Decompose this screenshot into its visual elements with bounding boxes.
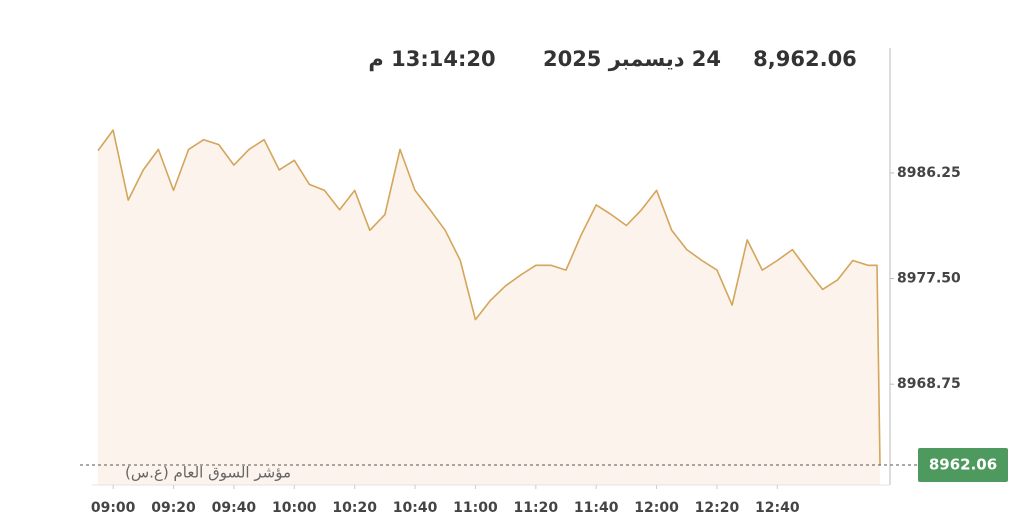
- last-value-badge: [918, 447, 1008, 482]
- x-tick-label: 12:00: [634, 500, 679, 516]
- x-tick-label: 10:00: [272, 500, 317, 516]
- x-tick-label: 12:20: [695, 500, 740, 516]
- x-tick-label: 11:20: [514, 500, 559, 516]
- last-value-label: 8962.06: [929, 455, 997, 473]
- price: 8,962.06: [753, 47, 857, 71]
- x-tick-label: 09:40: [212, 500, 257, 516]
- x-tick-label: 11:00: [453, 500, 498, 516]
- y-tick-label: 8968.75: [897, 376, 961, 392]
- x-tick-label: 10:40: [393, 500, 438, 516]
- y-tick-label: 8986.25: [897, 165, 961, 181]
- x-tick-label: 09:00: [91, 500, 136, 516]
- x-tick-label: 11:40: [574, 500, 619, 516]
- price-line: [97, 129, 881, 466]
- y-tick-label: 8977.50: [897, 271, 961, 287]
- x-tick-label: 09:20: [151, 500, 196, 516]
- time: 13:14:20 م: [368, 47, 495, 71]
- x-tick-label: 10:20: [332, 500, 377, 516]
- area: [98, 130, 880, 485]
- x-tick-label: 12:40: [755, 500, 800, 516]
- date: 24 ديسمبر 2025: [543, 47, 721, 71]
- series-label: مؤشر السوق العام (ع.س): [125, 463, 291, 481]
